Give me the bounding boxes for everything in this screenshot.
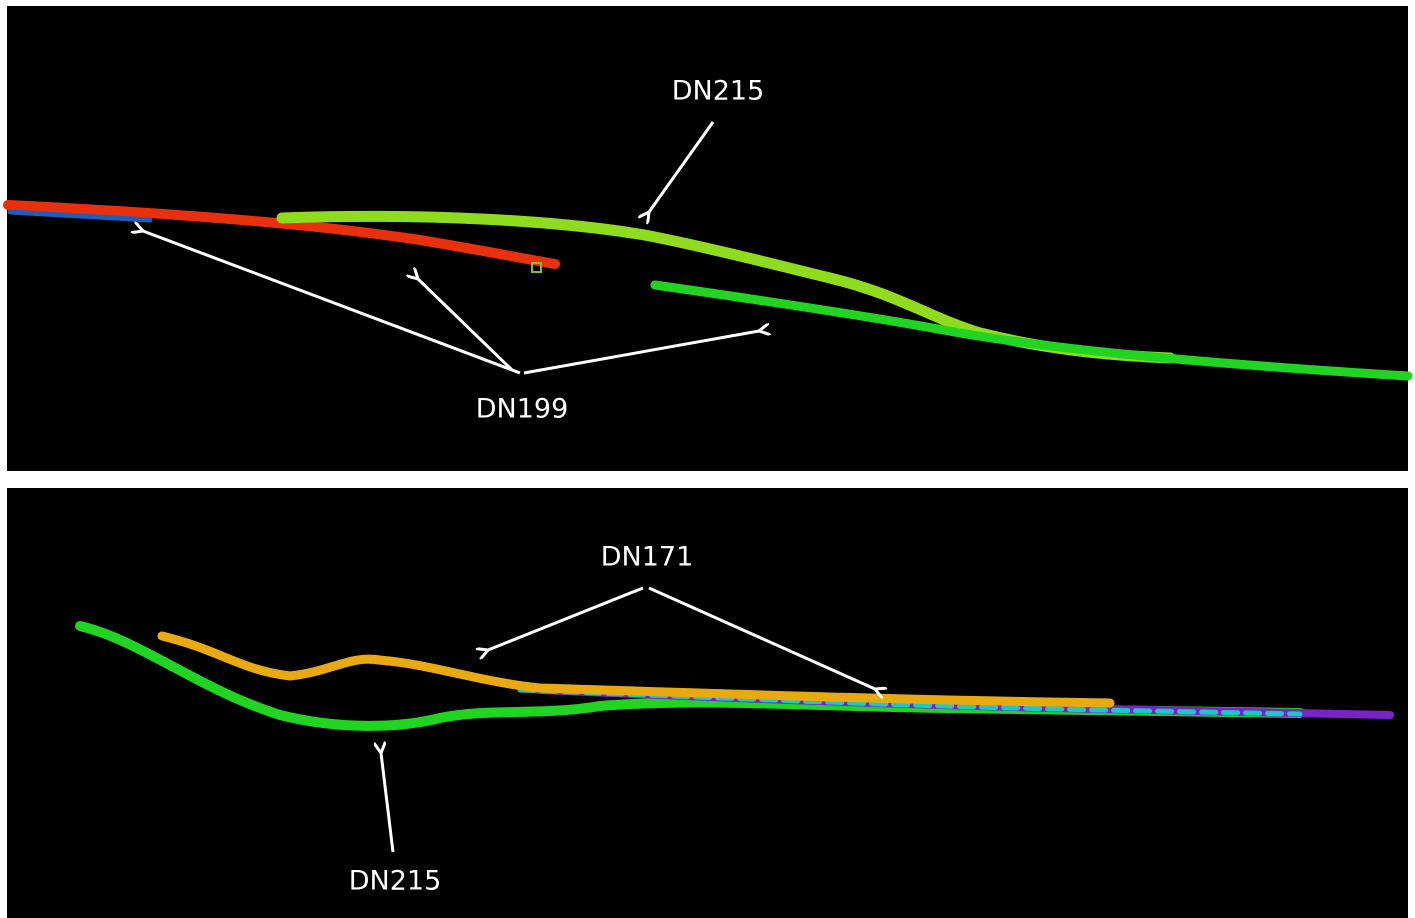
label: DN215 xyxy=(349,866,442,897)
label: DN215 xyxy=(672,76,765,107)
label: DN171 xyxy=(601,542,694,573)
bottom-panel: DN171 DN215 xyxy=(7,488,1408,918)
figure: DN215 DN199 DN171 DN215 xyxy=(0,0,1415,918)
label: DN199 xyxy=(476,394,569,425)
top-panel: DN215 DN199 xyxy=(7,6,1408,471)
